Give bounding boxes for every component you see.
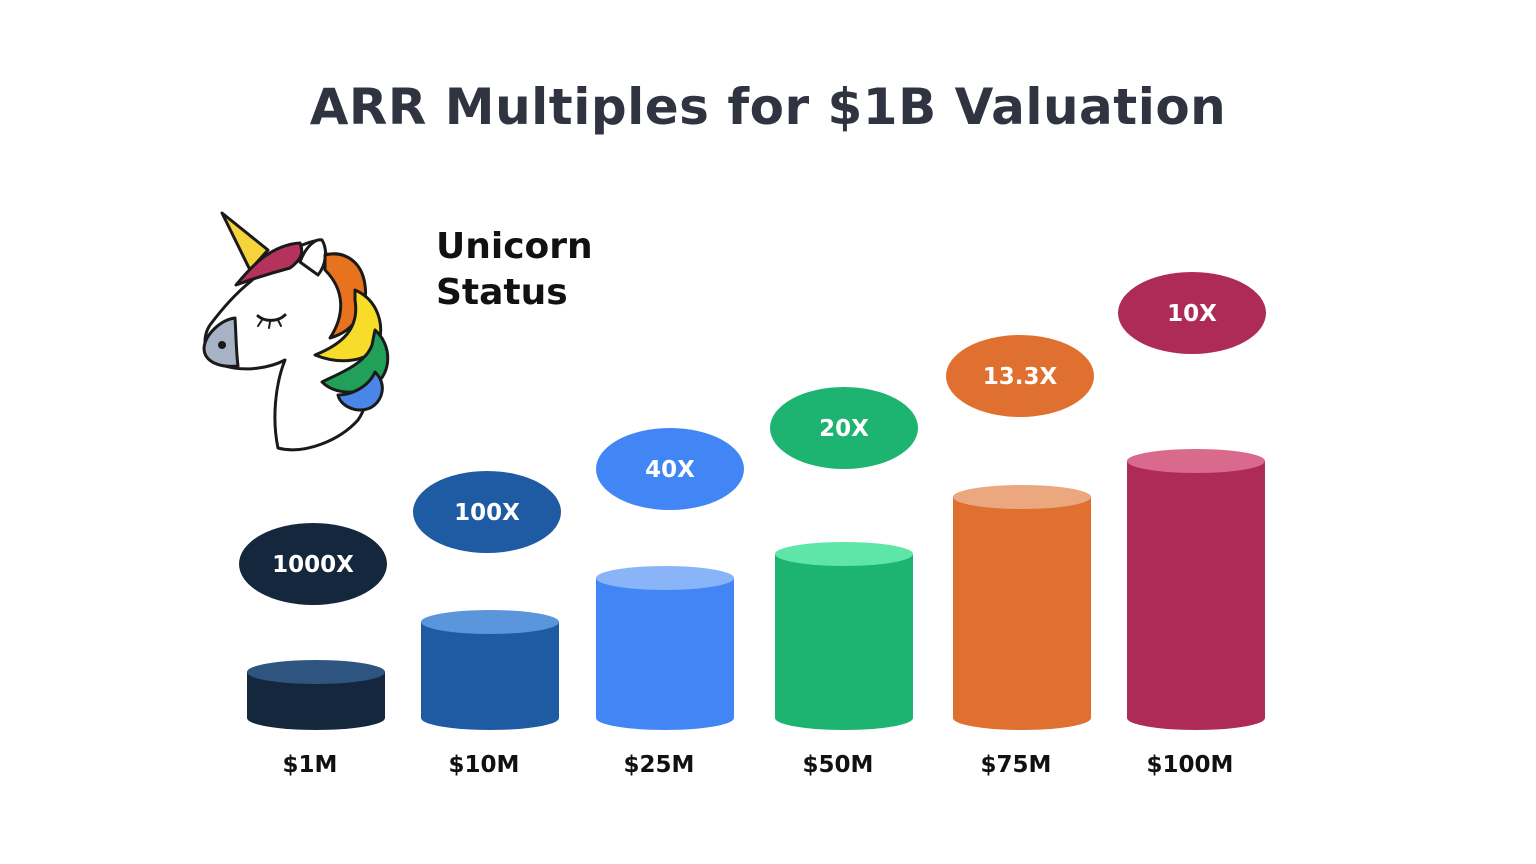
category-labels-group: $1M $10M $25M $50M $75M $100M (283, 752, 1234, 778)
bubble-shape (239, 523, 387, 605)
unicorn-head-icon (202, 211, 390, 452)
bar-body (953, 497, 1091, 730)
bar-1m (247, 660, 385, 730)
category-label: $10M (449, 752, 520, 778)
bars-group (247, 449, 1265, 730)
category-label: $50M (803, 752, 874, 778)
multiple-bubble: 40X (596, 428, 744, 510)
category-label: $25M (624, 752, 695, 778)
bar-body (421, 622, 559, 730)
bar-top (247, 660, 385, 684)
category-label: $1M (283, 752, 338, 778)
multiple-bubble: 100X (413, 471, 561, 553)
multiple-label: 1000X (272, 552, 354, 578)
bar-75m (953, 485, 1091, 730)
bubble-shape (1118, 272, 1266, 354)
chart-title: ARR Multiples for $1B Valuation (309, 78, 1227, 136)
unicorn-status-label: Unicorn Status (436, 226, 593, 313)
multiple-label: 100X (454, 500, 520, 526)
multiple-bubble: 20X (770, 387, 918, 469)
multiple-label: 10X (1167, 301, 1217, 327)
bubble-shape (770, 387, 918, 469)
category-label: $100M (1147, 752, 1234, 778)
bar-top (421, 610, 559, 634)
multiple-label: 40X (645, 457, 695, 483)
bar-50m (775, 542, 913, 730)
bar-10m (421, 610, 559, 730)
bubble-shape (946, 335, 1094, 417)
bar-top (1127, 449, 1265, 473)
multiple-label: 13.3X (983, 364, 1058, 390)
bar-body (1127, 461, 1265, 730)
bubble-shape (596, 428, 744, 510)
multiple-bubble: 13.3X (946, 335, 1094, 417)
bubble-shape (413, 471, 561, 553)
bar-top (775, 542, 913, 566)
multiple-bubble: 10X (1118, 272, 1266, 354)
multiple-bubble: 1000X (239, 523, 387, 605)
bar-body (596, 578, 734, 730)
bar-body (247, 672, 385, 730)
bar-25m (596, 566, 734, 730)
category-label: $75M (981, 752, 1052, 778)
multiple-label: 20X (819, 416, 869, 442)
bar-top (596, 566, 734, 590)
bar-body (775, 554, 913, 730)
multiple-bubbles-group: 1000X 100X 40X 20X 13.3X 10X (239, 272, 1266, 605)
bar-top (953, 485, 1091, 509)
bar-100m (1127, 449, 1265, 730)
